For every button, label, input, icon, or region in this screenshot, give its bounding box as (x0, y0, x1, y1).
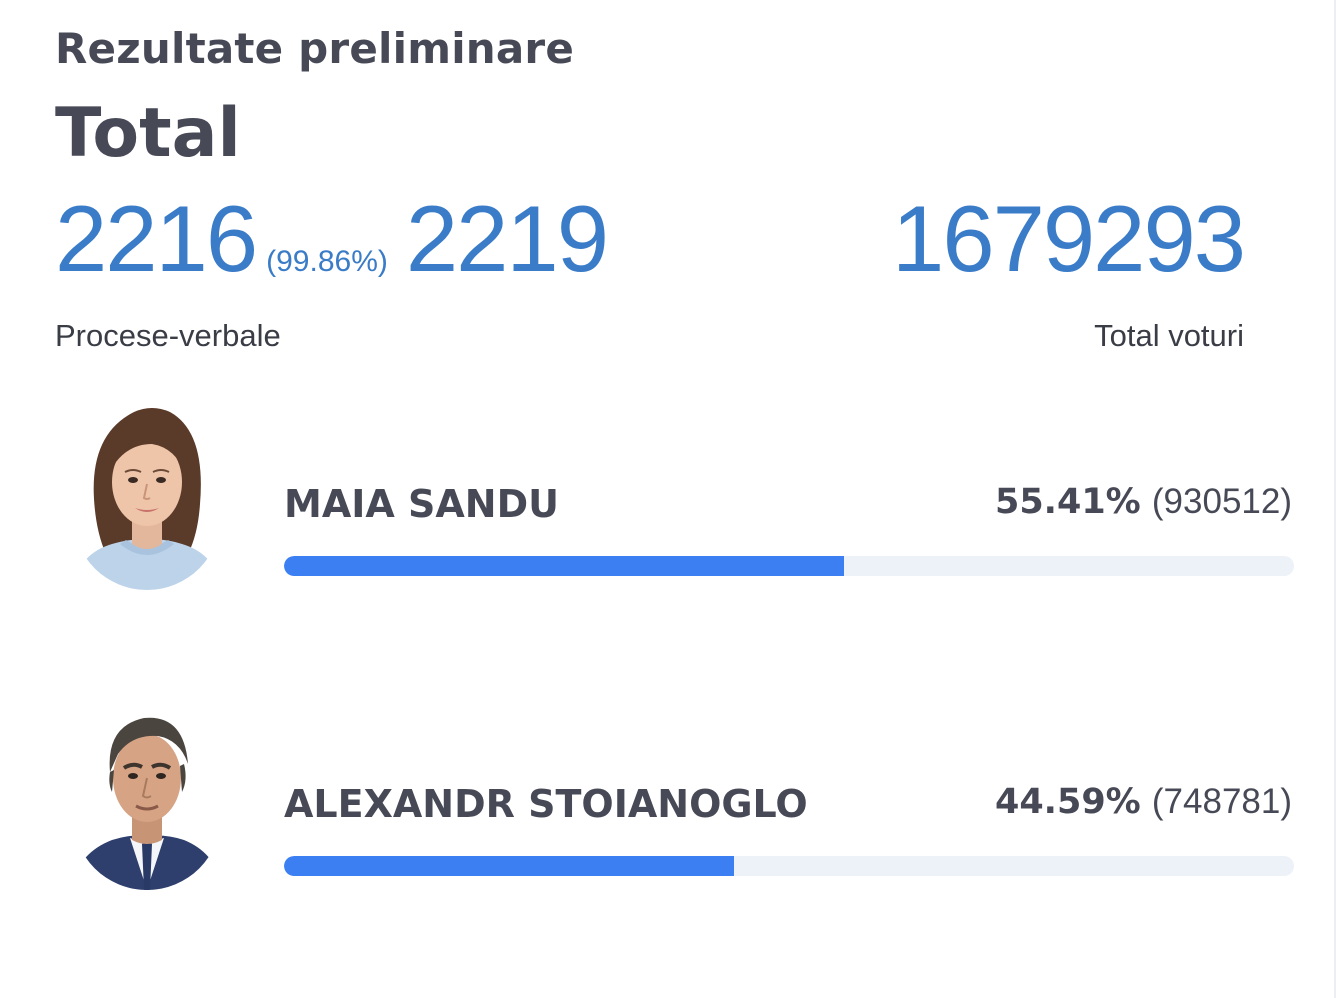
candidate-votes: (748781) (1151, 782, 1292, 821)
candidate-votes: (930512) (1151, 482, 1292, 521)
reports-label: Procese-verbale (55, 318, 281, 353)
page-title: Total (55, 94, 241, 173)
page-subtitle: Rezultate preliminare (55, 24, 575, 73)
candidate-progress-track (284, 856, 1294, 876)
reports-total: 2219 (405, 186, 609, 291)
candidate-name: MAIA SANDU (284, 482, 559, 526)
candidate-percent: 44.59% (994, 782, 1141, 822)
reports-percent: (99.86%) (266, 245, 388, 278)
total-votes-label: Total voturi (1094, 318, 1244, 353)
candidate-progress-fill (284, 556, 844, 576)
candidate-percent: 55.41% (994, 482, 1141, 522)
reports-counter: 2216 (99.86%) 2219 (55, 186, 609, 291)
candidate-progress-track (284, 556, 1294, 576)
candidate-row-sandu: MAIA SANDU 55.41% (930512) (0, 404, 1336, 604)
reports-counted: 2216 (55, 186, 258, 291)
candidate-result: 44.59% (748781) (995, 782, 1292, 822)
total-votes-value: 1679293 (892, 186, 1246, 291)
candidate-name: ALEXANDR STOIANOGLO (284, 782, 808, 826)
candidate-progress-fill (284, 856, 735, 876)
candidate-row-stoianoglo: ALEXANDR STOIANOGLO 44.59% (748781) (0, 704, 1336, 904)
candidate-result: 55.41% (930512) (995, 482, 1292, 522)
candidate-photo-male (73, 717, 221, 890)
candidate-photo-female (73, 408, 221, 590)
